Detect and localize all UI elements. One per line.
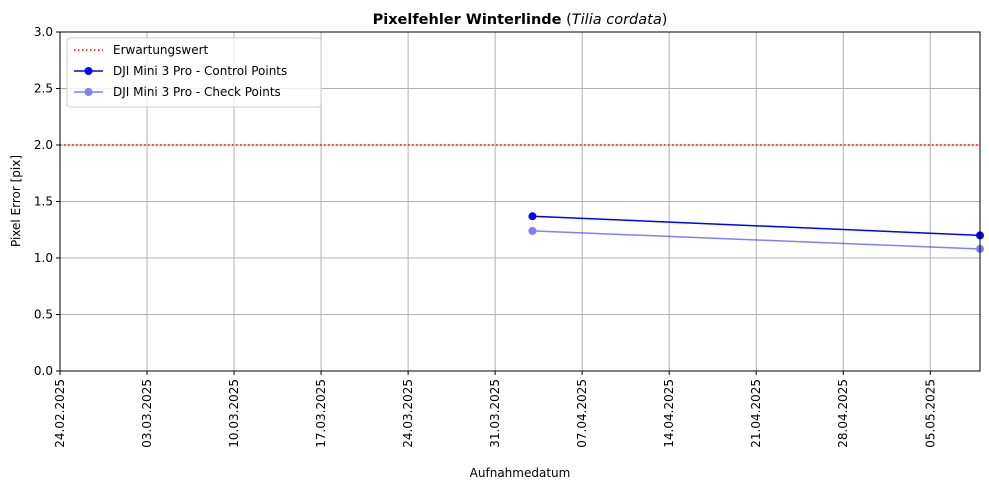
data-point xyxy=(528,212,537,221)
y-axis-label: Pixel Error [pix] xyxy=(9,155,23,247)
x-axis-label: Aufnahmedatum xyxy=(470,466,571,480)
y-tick-label: 3.0 xyxy=(34,25,53,39)
x-tick-label: 05.05.2025 xyxy=(923,379,937,448)
legend-entry-control-points: DJI Mini 3 Pro - Control Points xyxy=(74,64,287,78)
x-tick-label: 07.04.2025 xyxy=(575,379,589,448)
series-layer xyxy=(528,212,984,253)
y-tick-label: 0.5 xyxy=(34,308,53,322)
legend-marker xyxy=(84,88,93,96)
legend-label: Erwartungswert xyxy=(113,43,209,57)
y-tick-label: 0.0 xyxy=(34,364,53,378)
x-tick-label: 24.03.2025 xyxy=(401,379,415,448)
grid xyxy=(59,32,980,371)
series-check-points xyxy=(528,226,984,253)
x-tick-label: 21.04.2025 xyxy=(749,379,763,448)
legend-marker xyxy=(84,67,93,75)
y-tick-label: 2.5 xyxy=(34,82,53,96)
legend-label: DJI Mini 3 Pro - Control Points xyxy=(113,64,287,78)
legend: Erwartungswert DJI Mini 3 Pro - Control P… xyxy=(66,37,322,108)
x-tick-label: 03.03.2025 xyxy=(140,379,154,448)
y-tick-label: 1.0 xyxy=(34,251,53,265)
y-tick-label: 1.5 xyxy=(34,195,53,209)
series-line xyxy=(532,215,981,237)
x-tick-label: 17.03.2025 xyxy=(314,379,328,448)
x-tick-label: 24.02.2025 xyxy=(53,379,67,448)
chart-title: Pixelfehler Winterlinde (Tilia cordata) xyxy=(373,12,668,28)
data-point xyxy=(528,226,537,235)
x-tick-label: 14.04.2025 xyxy=(662,379,676,448)
legend-entry-expected-value: Erwartungswert xyxy=(74,43,209,57)
x-tick-label: 10.03.2025 xyxy=(227,379,241,448)
series-line xyxy=(532,230,981,250)
x-axis: 24.02.2025 03.03.2025 10.03.2025 17.03.2025… xyxy=(53,371,937,448)
legend-label: DJI Mini 3 Pro - Check Points xyxy=(113,85,281,99)
x-tick-label: 28.04.2025 xyxy=(836,379,850,448)
y-axis: 0.0 0.5 1.0 1.5 2.0 2.5 3.0 xyxy=(34,25,60,378)
legend-box xyxy=(66,37,322,108)
y-tick-label: 2.0 xyxy=(34,138,53,152)
legend-entry-check-points: DJI Mini 3 Pro - Check Points xyxy=(74,85,281,99)
x-tick-label: 31.03.2025 xyxy=(488,379,502,448)
legend-swatch xyxy=(74,67,103,75)
legend-swatch xyxy=(74,88,103,96)
